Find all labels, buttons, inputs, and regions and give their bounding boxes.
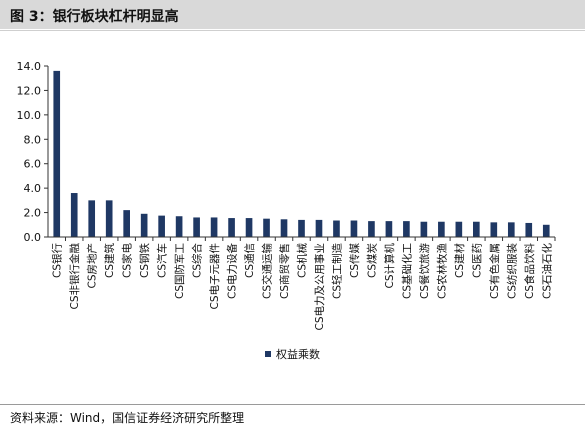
x-tick-label: CS商贸零售 [278,243,291,299]
y-tick-label: 12.0 [17,84,42,97]
bar [438,221,445,237]
x-tick-label: CS农林牧渔 [435,243,448,299]
x-tick-label: CS基础化工 [400,243,413,299]
bars [53,70,550,237]
x-tick-label: CS通信 [244,243,256,278]
bar [123,210,130,237]
x-tick-label: CS综合 [191,243,204,278]
figure-title: 图 3：银行板块杠杆明显高 [10,9,179,25]
x-tick-label: CS有色金属 [488,243,501,299]
x-tick-label: CS家电 [121,243,134,278]
bar [315,219,323,237]
bar [473,221,480,237]
legend-swatch [265,351,271,357]
x-axis: CS银行 CS非银行金融 CS房地产 CS建筑 CS家电 CS钢铁 CS汽车 CS国防军工 CS… [48,236,556,331]
bar-chart: 0.02.04.06.08.010.012.014.0 CS银行 CS非银行金融 C… [17,60,556,361]
y-tick-label: 10.0 [17,109,42,122]
x-tick-label: CS传媒 [348,243,361,278]
bar [140,213,148,237]
y-tick-label: 4.0 [24,182,42,195]
x-tick-label: CS轻工制造 [330,243,343,299]
bar [542,224,550,237]
bar [158,215,165,237]
bar [175,216,183,237]
y-tick-label: 2.0 [24,207,42,220]
bar [507,222,515,237]
x-tick-label: CS电子元器件 [208,243,221,310]
title-divider [0,30,585,31]
bar [403,221,410,237]
x-tick-label: CS房地产 [86,243,99,289]
x-tick-label: CS纺织服装 [505,243,518,299]
y-tick-label: 6.0 [24,158,42,171]
legend-label: 权益乘数 [276,347,320,361]
source-note: 资料来源：Wind，国信证券经济研究所整理 [10,411,245,425]
x-tick-label: CS建筑 [103,243,116,278]
bar [525,222,533,237]
x-tick-label: CS机械 [296,243,309,278]
x-tick-label: CS食品饮料 [523,243,536,299]
x-tick-label: CS煤炭 [365,243,378,278]
bar [455,221,463,237]
x-tick-label: CS国防军工 [173,243,186,299]
x-tick-label: CS餐饮旅游 [418,243,431,299]
y-axis: 0.0 2.0 4.0 6.0 8.0 10.0 12.0 14.0 [17,60,49,244]
y-tick-label: 8.0 [24,133,42,146]
x-tick-label: CS电力及公用事业 [313,243,326,331]
bar [298,219,305,237]
x-tick-label: CS电力设备 [226,243,239,299]
x-tick-label: CS钢铁 [138,243,151,278]
x-tick-label: CS汽车 [156,243,169,278]
bar [88,200,96,237]
bar [333,220,340,237]
x-tick-label: CS银行 [51,243,64,278]
y-tick-label: 14.0 [17,60,42,73]
bar [210,217,218,237]
bar [193,217,200,237]
y-tick-label: 0.0 [24,231,42,244]
bar [263,218,270,237]
bar [228,218,235,237]
x-tick-label: CS建材 [453,243,466,278]
footer-divider [0,404,585,405]
legend: 权益乘数 [265,347,320,361]
bar [105,200,113,237]
x-tick-label: CS交通运输 [261,243,274,299]
bar [490,222,498,237]
bar [280,219,288,237]
bar [350,220,358,237]
x-tick-label: CS非银行金融 [68,243,81,310]
bar [385,221,393,237]
x-tick-label: CS计算机 [383,243,396,289]
bar [420,221,428,237]
title-bar: 图 3：银行板块杠杆明显高 [0,0,585,29]
x-tick-label: CS石油石化 [540,243,553,299]
bar [53,70,61,237]
bar [245,218,253,237]
bar [368,221,375,237]
bar [70,193,78,237]
x-tick-label: CS医药 [471,243,483,278]
